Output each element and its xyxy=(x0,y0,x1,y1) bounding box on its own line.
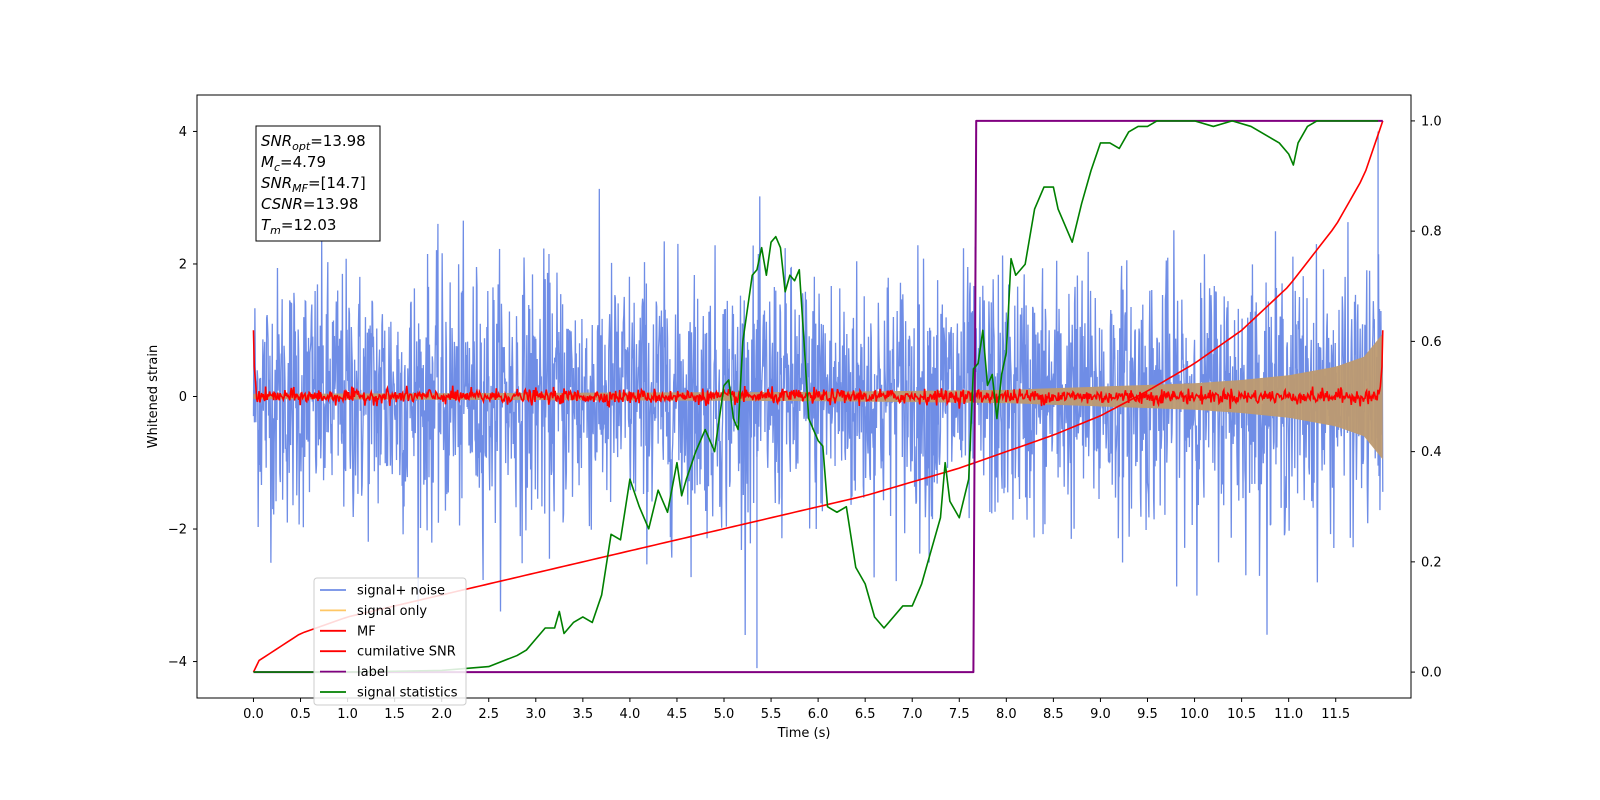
y-axis-label: Whitened strain xyxy=(146,345,161,448)
x-tick-label: 2.0 xyxy=(431,707,452,722)
x-tick-label: 5.0 xyxy=(714,707,735,722)
x-tick-label: 6.5 xyxy=(855,707,876,722)
y-tick-label-left: 4 xyxy=(179,125,187,140)
info-box: SNRopt=13.98Mc=4.79SNRMF=[14.7]CSNR=13.9… xyxy=(255,125,381,242)
x-axis: 0.0 0.5 1.0 1.5 2.0 2.5 3.0 3.5 4.0 4.5 5.0 5.5 6.0 6… xyxy=(243,698,1350,722)
x-tick-label: 6.0 xyxy=(808,707,829,722)
signal-statistics-line xyxy=(253,120,1379,673)
legend: signal+ noise signal only MF cumilative SNR… xyxy=(313,577,467,706)
x-tick-label: 3.0 xyxy=(525,707,546,722)
y-tick-label-left: 2 xyxy=(179,257,187,272)
x-tick-label: 8.0 xyxy=(996,707,1017,722)
y-tick-label-right: 0.2 xyxy=(1421,555,1442,570)
y-tick-label-right: 0.4 xyxy=(1421,445,1442,460)
x-tick-label: 11.5 xyxy=(1321,707,1350,722)
legend-label: MF xyxy=(357,624,376,639)
legend-label: label xyxy=(357,665,388,680)
legend-label: signal only xyxy=(357,604,427,619)
x-tick-label: 1.0 xyxy=(337,707,358,722)
x-tick-label: 10.5 xyxy=(1227,707,1256,722)
info-box-line: CSNR=13.98 xyxy=(261,195,358,213)
x-tick-label: 10.0 xyxy=(1180,707,1209,722)
mf-series xyxy=(252,330,1384,409)
legend-label: signal statistics xyxy=(357,686,458,701)
x-tick-label: 9.0 xyxy=(1090,707,1111,722)
info-box-line: SNRopt=13.98 xyxy=(261,132,366,153)
info-box-line: Tm=12.03 xyxy=(261,216,336,237)
y-tick-label-right: 1.0 xyxy=(1421,114,1442,129)
x-axis-label: Time (s) xyxy=(777,726,831,741)
info-box-frame xyxy=(255,125,381,242)
x-tick-label: 7.5 xyxy=(949,707,970,722)
legend-frame xyxy=(313,577,467,706)
y-tick-label-right: 0.6 xyxy=(1421,335,1442,350)
x-tick-label: 8.5 xyxy=(1043,707,1064,722)
mf-line xyxy=(252,330,1384,409)
x-tick-label: 2.5 xyxy=(478,707,499,722)
x-tick-label: 9.5 xyxy=(1137,707,1158,722)
signal-noise-line xyxy=(252,188,1384,636)
y-tick-label-right: 0.0 xyxy=(1421,666,1442,681)
x-tick-label: 5.5 xyxy=(761,707,782,722)
x-tick-label: 4.5 xyxy=(667,707,688,722)
info-box-line: SNRMF=[14.7] xyxy=(261,174,366,195)
x-tick-label: 1.5 xyxy=(384,707,405,722)
x-tick-label: 0.0 xyxy=(243,707,264,722)
y-tick-label-left: 0 xyxy=(179,390,187,405)
legend-label: signal+ noise xyxy=(357,584,445,599)
x-tick-label: 11.0 xyxy=(1274,707,1303,722)
legend-label: cumilative SNR xyxy=(357,645,456,660)
y-tick-label-left: −2 xyxy=(168,523,187,538)
y-tick-label-left: −4 xyxy=(168,655,187,670)
y-tick-label-right: 0.8 xyxy=(1421,225,1442,240)
x-tick-label: 4.0 xyxy=(620,707,641,722)
x-tick-label: 7.0 xyxy=(902,707,923,722)
x-tick-label: 0.5 xyxy=(290,707,311,722)
y-axis-left: −4 −2 0 2 4 xyxy=(168,125,197,670)
x-tick-label: 3.5 xyxy=(573,707,594,722)
info-box-line: Mc=4.79 xyxy=(261,153,326,174)
y-axis-right: 0.0 0.2 0.4 0.6 0.8 1.0 xyxy=(1411,114,1442,681)
